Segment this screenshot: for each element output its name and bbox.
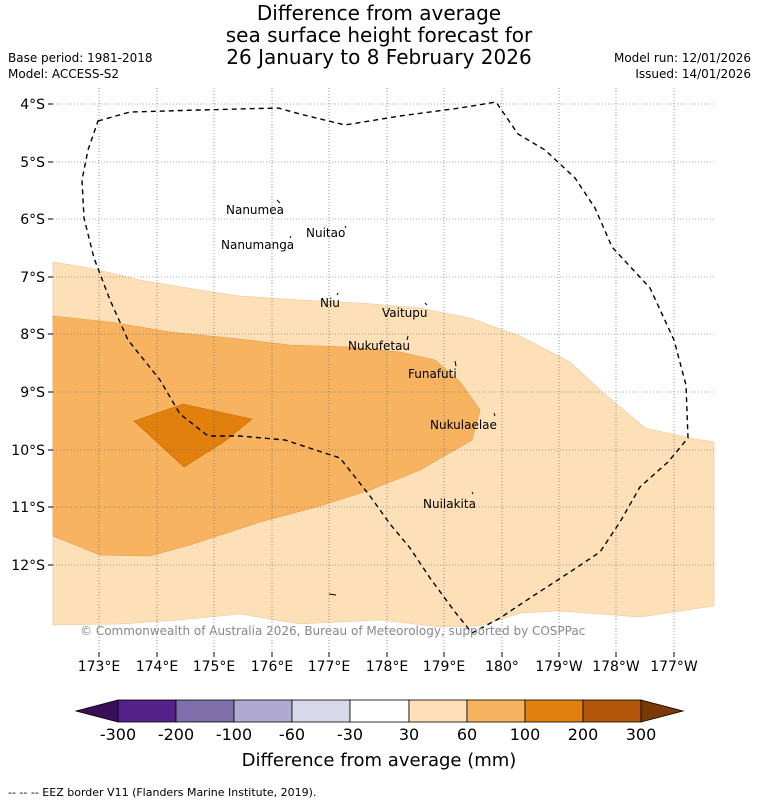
colorbar-label: -300 <box>99 725 137 744</box>
place-label-nanumea: Nanumea <box>226 203 284 217</box>
anomaly-region-60-100 <box>52 315 481 557</box>
colorbar-segment <box>466 699 526 723</box>
lon-label: 174°E <box>136 659 179 675</box>
place-label-niu: Niu <box>320 296 340 310</box>
model-name: Model: ACCESS-S2 <box>8 67 120 81</box>
place-label-nanumanga: Nanumanga <box>221 238 294 252</box>
lon-label: 177°W <box>650 659 698 675</box>
colorbar-segment <box>291 699 351 723</box>
lat-label: 11°S <box>11 500 45 516</box>
title-line-2: sea surface height forecast for <box>225 23 533 47</box>
colorbar-label: 200 <box>567 725 599 744</box>
colorbar-segment <box>524 699 584 723</box>
colorbar-extend-high <box>640 699 685 723</box>
lon-label: 176°E <box>251 659 294 675</box>
map-area: 4°S 5°S 6°S 7°S 8°S 9°S 10°S 11°S 12°S 1… <box>11 88 715 675</box>
lon-label: 179°E <box>423 659 466 675</box>
lon-label: 177°E <box>308 659 351 675</box>
lon-label: 178°E <box>366 659 409 675</box>
lon-label: 175°E <box>193 659 236 675</box>
lon-label: 173°E <box>78 659 121 675</box>
colorbar-label: -200 <box>157 725 195 744</box>
lat-label: 7°S <box>20 270 45 286</box>
eez-border <box>81 101 689 634</box>
eez-legend-note: -- -- -- EEZ border V11 (Flanders Marine… <box>8 786 317 799</box>
colorbar <box>74 699 685 723</box>
title-line-3: 26 January to 8 February 2026 <box>226 45 532 69</box>
colorbar-extend-low <box>74 699 119 723</box>
colorbar-segment <box>175 699 235 723</box>
colorbar-label: -30 <box>336 725 364 744</box>
lat-label: 8°S <box>20 327 45 343</box>
colorbar-segment <box>117 699 177 723</box>
model-run: Model run: 12/01/2026 <box>613 51 751 65</box>
place-label-nukulaelae: Nukulaelae <box>430 418 497 432</box>
issued-date: Issued: 14/01/2026 <box>635 67 751 81</box>
lat-label: 6°S <box>20 212 45 228</box>
place-label-vaitupu: Vaitupu <box>382 306 428 320</box>
lat-labels: 4°S 5°S 6°S 7°S 8°S 9°S 10°S 11°S 12°S <box>11 97 45 574</box>
lat-label: 4°S <box>20 97 45 113</box>
colorbar-label: 30 <box>398 725 420 744</box>
lat-label: 12°S <box>11 558 45 574</box>
base-period: Base period: 1981-2018 <box>8 51 153 65</box>
lat-label: 9°S <box>20 385 45 401</box>
place-label-nuitao: Nuitao <box>306 226 345 240</box>
colorbar-segment <box>582 699 642 723</box>
colorbar-label: 60 <box>456 725 478 744</box>
lon-label: 179°W <box>535 659 583 675</box>
copyright-notice: © Commonwealth of Australia 2026, Bureau… <box>80 624 586 638</box>
title-line-1: Difference from average <box>256 1 502 25</box>
place-label-funafuti: Funafuti <box>408 367 457 381</box>
colorbar-segment <box>349 699 410 723</box>
place-label-nuilakita: Nuilakita <box>423 497 476 511</box>
colorbar-segment <box>408 699 468 723</box>
place-names: Nanumea Nuitao Nanumanga Niu Vaitupu Nuk… <box>221 203 497 511</box>
colorbar-title: Difference from average (mm) <box>241 750 517 771</box>
lat-label: 5°S <box>20 155 45 171</box>
lon-label: 178°W <box>592 659 640 675</box>
axis-ticks <box>48 103 675 657</box>
lon-label: 180° <box>485 659 519 675</box>
place-label-nukufetau: Nukufetau <box>348 339 410 353</box>
lat-label: 10°S <box>11 443 45 459</box>
colorbar-segment <box>233 699 293 723</box>
colorbar-label: -60 <box>278 725 306 744</box>
lon-labels: 173°E 174°E 175°E 176°E 177°E 178°E 179°… <box>78 659 698 675</box>
colorbar-label: -100 <box>215 725 253 744</box>
colorbar-label: 100 <box>509 725 541 744</box>
island-markers <box>276 199 496 596</box>
colorbar-label: 300 <box>625 725 657 744</box>
grid-lines <box>53 88 714 652</box>
anomaly-region-100-200 <box>133 403 253 468</box>
